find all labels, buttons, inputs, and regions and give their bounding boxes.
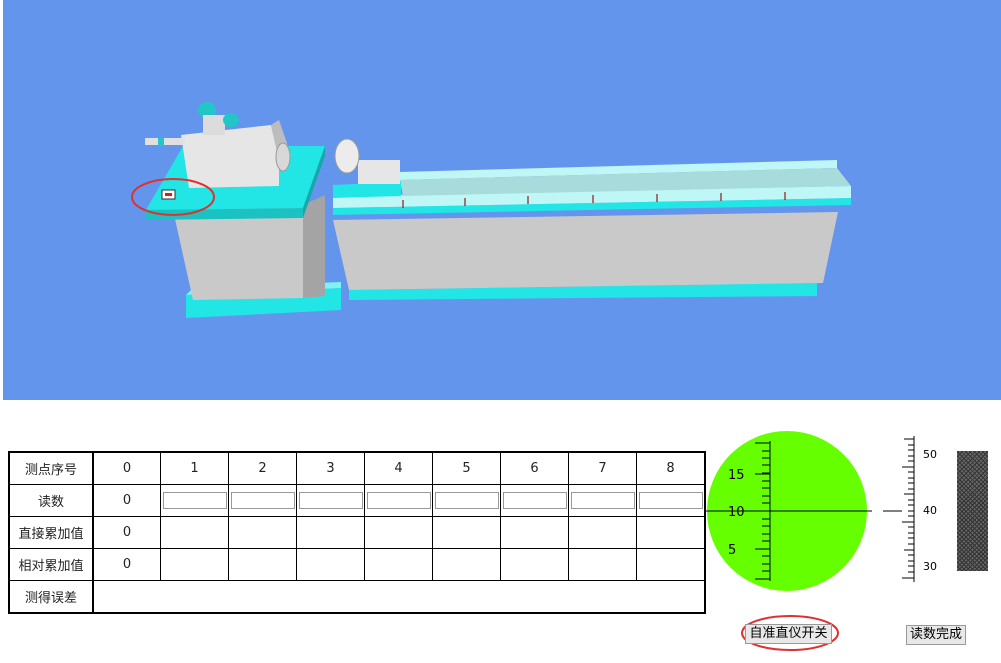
- reading-input-8[interactable]: [638, 492, 703, 509]
- table-cell: [432, 484, 501, 517]
- measurement-table: 测点序号 0 1 2 3 4 5 6 7 8 读数 0 直接累加值 0 相对累加…: [8, 451, 706, 614]
- table-cell: [568, 548, 637, 581]
- table-cell: 0: [92, 451, 161, 485]
- reticle-ticks: [755, 442, 770, 580]
- table-row-readings: 读数 0: [8, 484, 706, 517]
- table-cell: 6: [500, 451, 569, 485]
- reading-input-1[interactable]: [162, 492, 227, 509]
- reading-input-5[interactable]: [434, 492, 499, 509]
- reading-input-6[interactable]: [502, 492, 567, 509]
- table-cell: [500, 548, 569, 581]
- micrometer-knob: [223, 113, 239, 127]
- collimator-tube: [145, 138, 185, 145]
- table-row-relative-sum: 相对累加值 0: [8, 548, 706, 581]
- table-row-error: 测得误差: [8, 580, 706, 614]
- table-cell: 1: [160, 451, 229, 485]
- row-header: 相对累加值: [8, 548, 94, 581]
- table-cell: [432, 548, 501, 581]
- reading-input-7[interactable]: [570, 492, 635, 509]
- table-cell: [636, 548, 706, 581]
- 3d-viewport[interactable]: [3, 0, 1001, 400]
- right-base-plate: [349, 283, 817, 300]
- autocollimator-body: [181, 125, 279, 188]
- table-cell: [500, 484, 569, 517]
- reading-input-4[interactable]: [366, 492, 431, 509]
- reticle-label: 5: [728, 543, 736, 558]
- scale-ticks: [902, 438, 914, 579]
- table-cell: [568, 484, 637, 517]
- scale-grating: [957, 451, 988, 571]
- table-cell: [296, 484, 365, 517]
- row-header: 直接累加值: [8, 516, 94, 549]
- reading-input-3[interactable]: [298, 492, 363, 509]
- table-cell: [636, 516, 706, 549]
- reticle-label: 15: [728, 468, 745, 483]
- table-cell: 4: [364, 451, 433, 485]
- table-cell: 3: [296, 451, 365, 485]
- row-header: 读数: [8, 484, 94, 517]
- table-cell: [160, 516, 229, 549]
- error-cell: [92, 580, 706, 614]
- table-cell: [432, 516, 501, 549]
- table-cell: 0: [92, 516, 161, 549]
- row-header: 测点序号: [8, 451, 94, 485]
- guide-rail-body: [333, 212, 838, 290]
- table-cell: [228, 548, 297, 581]
- table-cell: 5: [432, 451, 501, 485]
- instrument-scene: [131, 102, 851, 318]
- row-header: 测得误差: [8, 580, 94, 614]
- table-cell: [160, 484, 229, 517]
- table-cell: 7: [568, 451, 637, 485]
- reading-done-button[interactable]: 读数完成: [906, 625, 966, 645]
- table-cell: [636, 484, 706, 517]
- table-cell: 2: [228, 451, 297, 485]
- scale-label: 50: [923, 448, 937, 461]
- guide-rail-top: [400, 160, 837, 180]
- table-cell: [364, 548, 433, 581]
- rail-tick-marks: [402, 192, 786, 208]
- eyepiece-knob: [198, 102, 216, 118]
- table-cell: 0: [92, 548, 161, 581]
- collimator-switch-button[interactable]: 自准直仪开关: [745, 624, 832, 644]
- table-cell: [500, 516, 569, 549]
- collimator-lens-ring: [275, 142, 291, 172]
- table-cell: 0: [92, 484, 161, 517]
- scale-label: 30: [923, 560, 937, 573]
- micrometer-scale: 50 40 30: [883, 436, 937, 582]
- reflector-carriage: [358, 160, 400, 184]
- pedestal-front: [173, 205, 303, 300]
- table-cell: 8: [636, 451, 706, 485]
- table-row-direct-sum: 直接累加值 0: [8, 516, 706, 549]
- table-cell: [228, 516, 297, 549]
- reflector-mirror: [334, 138, 360, 174]
- table-cell: [364, 484, 433, 517]
- reticle-label: 10: [728, 505, 745, 520]
- eyepiece-view: 15 10 5: [704, 431, 872, 591]
- table-cell: [160, 548, 229, 581]
- table-cell: [228, 484, 297, 517]
- table-cell: [296, 516, 365, 549]
- table-cell: [568, 516, 637, 549]
- table-cell: [364, 516, 433, 549]
- switch-highlight-ring: [131, 178, 215, 216]
- scale-label: 40: [923, 504, 937, 517]
- table-cell: [296, 548, 365, 581]
- reading-input-2[interactable]: [230, 492, 295, 509]
- button-highlight-ring: [741, 615, 839, 651]
- table-row-points: 测点序号 0 1 2 3 4 5 6 7 8: [8, 451, 706, 485]
